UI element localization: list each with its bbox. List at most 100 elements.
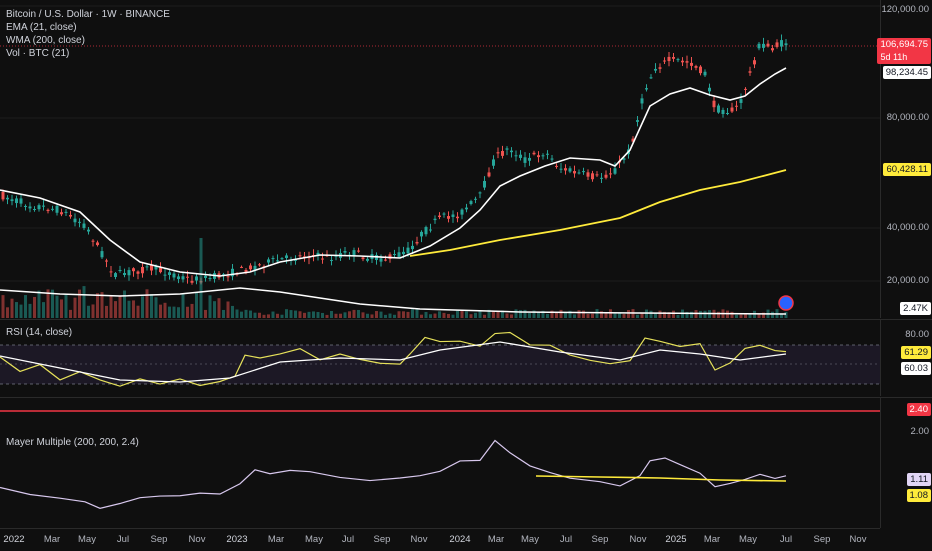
volume-bar <box>298 311 302 318</box>
volume-bar <box>595 309 599 318</box>
volume-bar <box>703 310 707 318</box>
volume-bar <box>10 298 14 318</box>
volume-bar <box>622 314 626 318</box>
volume-bar <box>735 314 738 318</box>
candle-body <box>541 155 545 157</box>
volume-bar <box>784 311 788 318</box>
volume-bar <box>564 312 567 318</box>
time-axis-label: Jul <box>779 534 793 545</box>
candle-body <box>447 216 450 219</box>
candle-body <box>379 258 383 262</box>
candle-body <box>105 260 108 262</box>
candle-body <box>694 66 698 68</box>
volume-bar <box>222 309 225 318</box>
volume-legend[interactable]: Vol · BTC (21) <box>6 48 70 59</box>
candle-body <box>87 229 90 232</box>
volume-bar <box>330 310 333 318</box>
rsi-plot[interactable]: RSI (14, close) <box>0 320 880 396</box>
volume-bar <box>487 309 491 318</box>
volume-bar <box>42 302 45 318</box>
volume-bar <box>244 309 248 318</box>
time-axis-label: 2024 <box>449 534 471 545</box>
candle-body <box>528 157 531 161</box>
mayer-legend[interactable]: Mayer Multiple (200, 200, 2.4) <box>6 437 139 448</box>
volume-bar <box>469 314 473 318</box>
candle-body <box>231 268 234 277</box>
candle-body <box>681 60 684 63</box>
volume-bar <box>226 301 230 318</box>
candle-body <box>649 77 653 79</box>
pane-divider[interactable] <box>0 397 932 398</box>
candle-body <box>91 240 95 242</box>
candle-body <box>442 213 446 215</box>
rsi-pane[interactable]: RSI (14, close) 80.00 60.00 61.29 60.03 <box>0 320 932 396</box>
volume-bar <box>118 295 122 318</box>
candle-body <box>33 209 36 211</box>
candle-body <box>316 252 320 256</box>
candle-body <box>46 209 50 212</box>
volume-bar <box>474 312 477 318</box>
wma-legend[interactable]: WMA (200, close) <box>6 35 85 46</box>
volume-bar <box>690 311 693 318</box>
rsi-legend[interactable]: RSI (14, close) <box>6 327 73 338</box>
candle-body <box>429 229 432 231</box>
candle-body <box>546 153 549 155</box>
volume-bar <box>87 305 90 318</box>
volume-ma-line <box>0 287 787 315</box>
rsi-ma-label: 60.03 <box>901 362 931 375</box>
volume-bar <box>411 309 414 318</box>
candle-body <box>127 270 131 276</box>
candle-body <box>73 218 77 223</box>
rsi-value-label: 61.29 <box>901 346 931 359</box>
mayer-value-label: 1.11 <box>907 473 931 486</box>
candle-body <box>186 276 189 278</box>
volume-bar <box>465 311 468 318</box>
candle-body <box>28 206 32 209</box>
candle-body <box>280 258 284 260</box>
mayer-plot[interactable]: Mayer Multiple (200, 200, 2.4) <box>0 398 880 528</box>
candle-body <box>100 251 104 258</box>
mayer-tick: 2.00 <box>910 426 930 437</box>
candle-body <box>717 105 720 113</box>
mayer-pane[interactable]: Mayer Multiple (200, 200, 2.4) 2.00 2.40… <box>0 398 932 528</box>
volume-bar <box>388 313 392 318</box>
price-tick: 120,000.00 <box>881 4 929 15</box>
time-axis-label: Sep <box>813 534 831 545</box>
candle-body <box>334 255 338 257</box>
volume-bar <box>186 306 189 318</box>
ema-legend[interactable]: EMA (21, close) <box>6 22 77 33</box>
candle-body <box>208 278 212 280</box>
mayer-axis[interactable]: 2.00 2.40 1.11 1.08 <box>880 398 932 528</box>
candle-body <box>177 276 180 280</box>
time-axis[interactable]: 2022 Mar May Jul Sep Nov 2023 Mar May Jul Sep Nov 20… <box>0 528 880 551</box>
candle-body <box>109 271 113 273</box>
price-plot[interactable]: Bitcoin / U.S. Dollar · 1W · BINANCE EMA… <box>0 0 880 318</box>
volume-bar <box>568 310 572 318</box>
candle-body <box>555 165 558 167</box>
volume-bar <box>361 312 365 318</box>
rsi-axis[interactable]: 80.00 60.00 61.29 60.03 <box>880 320 932 396</box>
candle-body <box>474 198 477 200</box>
symbol-title[interactable]: Bitcoin / U.S. Dollar · 1W · BINANCE <box>6 9 170 20</box>
volume-bar <box>127 300 131 318</box>
candle-body <box>748 71 752 73</box>
candle-body <box>78 221 81 223</box>
price-pane[interactable]: Bitcoin / U.S. Dollar · 1W · BINANCE EMA… <box>0 0 932 318</box>
time-axis-label: Mar <box>703 534 721 545</box>
candle-body <box>366 258 369 261</box>
volume-bar <box>667 312 671 318</box>
mayer-ma-label: 1.08 <box>906 489 931 502</box>
candle-body <box>150 264 153 271</box>
volume-bar <box>267 314 270 318</box>
volume-bar <box>429 314 432 318</box>
candle-body <box>568 168 572 172</box>
volume-bar <box>415 309 419 318</box>
candle-body <box>685 61 689 63</box>
price-axis[interactable]: 120,000.00 80,000.00 40,000.00 20,000.00… <box>877 0 932 318</box>
candle-body <box>402 251 405 255</box>
pane-divider[interactable] <box>0 319 932 320</box>
candle-body <box>600 177 603 179</box>
mayer-ma-line <box>535 475 787 482</box>
candle-body <box>753 60 756 65</box>
time-axis-label: Jul <box>116 534 130 545</box>
